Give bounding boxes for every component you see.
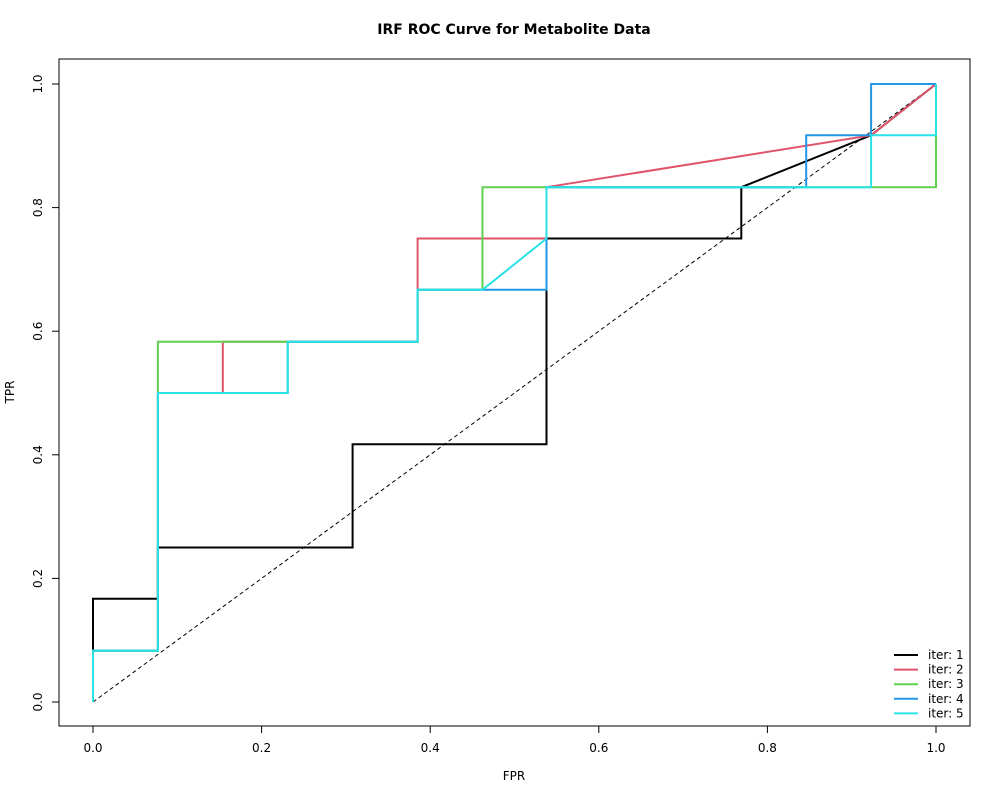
series-line-iter-5: [92, 84, 937, 702]
x-axis: 0.0 0.2 0.4 0.6 0.8 1.0: [83, 725, 946, 755]
legend-label-iter-5: iter: 5: [928, 706, 964, 720]
legend-label-iter-3: iter: 3: [928, 677, 964, 691]
y-tick-label: 0.6: [31, 322, 45, 341]
x-axis-label: FPR: [503, 769, 525, 783]
y-tick-label: 0.8: [31, 198, 45, 217]
legend-label-iter-1: iter: 1: [928, 648, 964, 662]
y-tick-label: 1.0: [31, 74, 45, 93]
x-tick-label: 0.8: [758, 741, 777, 755]
x-tick-label: 0.4: [421, 741, 440, 755]
x-tick-label: 0.6: [589, 741, 608, 755]
x-tick-label: 1.0: [926, 741, 945, 755]
y-axis: 0.0 0.2 0.4 0.6 0.8 1.0: [31, 74, 60, 712]
y-tick-label: 0.4: [31, 445, 45, 464]
x-tick-label: 0.2: [252, 741, 271, 755]
y-tick-label: 0.2: [31, 569, 45, 588]
x-tick-label: 0.0: [83, 741, 102, 755]
y-axis-label: TPR: [3, 381, 17, 405]
chart-title: IRF ROC Curve for Metabolite Data: [377, 22, 650, 38]
y-tick-label: 0.0: [31, 692, 45, 711]
legend-label-iter-2: iter: 2: [928, 663, 964, 677]
legend-label-iter-4: iter: 4: [928, 692, 964, 706]
plot-area: [92, 83, 937, 703]
